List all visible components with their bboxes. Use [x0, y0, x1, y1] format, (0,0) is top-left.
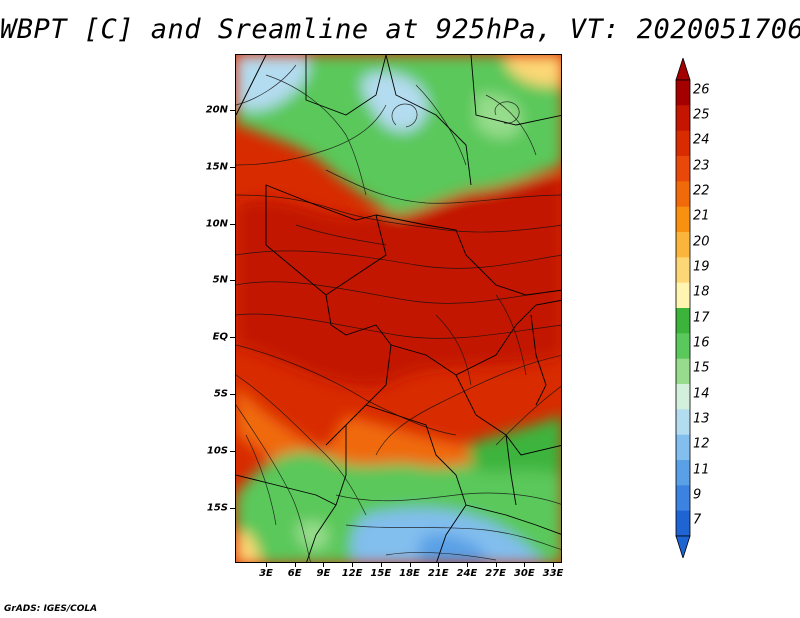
- colorbar-label-24: 24: [693, 132, 710, 148]
- colorbar-segment: [676, 409, 690, 436]
- lon-tick: [266, 563, 267, 567]
- colorbar-label-9: 9: [693, 487, 702, 503]
- lat-tick: [230, 110, 235, 111]
- lat-label-15n: 15N: [205, 161, 228, 173]
- colorbar-label-7: 7: [693, 512, 702, 528]
- northeast-light-green: [476, 93, 522, 139]
- colorbar-segment: [676, 206, 690, 233]
- lon-tick: [323, 563, 325, 567]
- colorbar-segment: [676, 460, 690, 486]
- colorbar: [675, 58, 691, 558]
- lat-label-5n: 5N: [212, 274, 228, 286]
- core-warm-zone: [236, 175, 561, 387]
- lat-tick: [230, 337, 235, 339]
- colorbar-label-19: 19: [693, 259, 710, 275]
- map-panel: [235, 54, 562, 563]
- colorbar-segment: [676, 181, 690, 208]
- lon-label-27e: 27E: [485, 568, 506, 579]
- colorbar-label-26: 26: [693, 82, 710, 98]
- lat-tick: [230, 223, 235, 225]
- lon-tick: [553, 563, 554, 567]
- northwest-cool-patch: [236, 55, 309, 111]
- colorbar-segment: [676, 156, 690, 182]
- lat-tick: [230, 507, 235, 509]
- colorbar-bottom-arrow: [675, 535, 691, 558]
- colorbar-label-20: 20: [693, 234, 710, 250]
- country-borders: [236, 55, 561, 562]
- lon-label-9e: 9E: [316, 568, 331, 579]
- lon-label-30e: 30E: [513, 568, 535, 579]
- southern-deep-blue-region: [418, 533, 486, 562]
- lat-label-eq: EQ: [212, 331, 228, 343]
- colorbar-segment: [676, 282, 690, 309]
- colorbar-segment: [676, 333, 690, 360]
- lon-tick: [438, 563, 440, 567]
- colorbar-segment: [676, 105, 690, 132]
- colorbar-label-21: 21: [693, 208, 710, 224]
- colorbar-segment: [676, 485, 690, 512]
- colorbar-segment: [676, 510, 690, 537]
- colorbar-segment: [676, 232, 690, 258]
- lon-tick: [524, 563, 526, 567]
- map-title: WBPT [C] and Sreamline at 925hPa, VT: 20…: [0, 14, 800, 45]
- lon-label-33e: 33E: [542, 568, 564, 579]
- lat-tick: [230, 280, 235, 282]
- colorbar-label-15: 15: [693, 360, 710, 376]
- lat-tick: [230, 394, 235, 395]
- streamlines: [236, 64, 561, 562]
- lon-label-18e: 18E: [399, 568, 420, 579]
- colorbar-label-14: 14: [693, 386, 710, 402]
- lon-label-21e: 21E: [427, 568, 449, 579]
- colorbar-label-16: 16: [693, 335, 710, 351]
- lat-label-15s: 15S: [206, 502, 228, 514]
- lon-label-15e: 15E: [370, 568, 392, 579]
- lat-tick: [230, 450, 235, 452]
- lon-label-12e: 12E: [341, 568, 363, 579]
- lon-label-3e: 3E: [259, 568, 273, 579]
- lon-tick: [466, 563, 468, 567]
- colorbar-label-22: 22: [693, 183, 710, 199]
- colorbar-label-23: 23: [693, 158, 710, 174]
- coastline-northwest: [236, 55, 267, 116]
- colorbar-segment: [676, 308, 690, 334]
- lon-label-24e: 24E: [456, 568, 478, 579]
- lat-label-10s: 10S: [206, 445, 228, 457]
- southwest-yellow-patch: [236, 531, 261, 562]
- lon-tick: [380, 563, 382, 567]
- colorbar-segment: [676, 434, 690, 461]
- colorbar-segment: [676, 358, 690, 385]
- colorbar-label-18: 18: [693, 284, 710, 300]
- colorbar-label-13: 13: [693, 411, 710, 427]
- lon-tick: [495, 563, 497, 567]
- colorbar-label-11: 11: [693, 462, 710, 478]
- colorbar-label-12: 12: [693, 436, 710, 452]
- lon-tick: [409, 563, 411, 567]
- colorbar-top-arrow: [675, 58, 691, 81]
- lat-tick: [230, 166, 235, 168]
- colorbar-segment: [676, 80, 690, 106]
- wbpt-field-map: [236, 55, 561, 562]
- colorbar-segment: [676, 384, 690, 410]
- grads-credit: GrADS: IGES/COLA: [4, 604, 98, 614]
- colorbar-segment: [676, 130, 690, 157]
- northeast-yellow-edge: [506, 55, 561, 87]
- colorbar-label-17: 17: [693, 310, 710, 326]
- lat-label-10n: 10N: [205, 218, 228, 230]
- lat-label-20n: 20N: [205, 104, 228, 116]
- lon-tick: [294, 563, 296, 567]
- colorbar-segment: [676, 257, 690, 284]
- lon-tick: [352, 563, 354, 567]
- lon-label-6e: 6E: [287, 568, 302, 579]
- colorbar-label-25: 25: [693, 107, 710, 123]
- lat-label-5s: 5S: [213, 388, 228, 400]
